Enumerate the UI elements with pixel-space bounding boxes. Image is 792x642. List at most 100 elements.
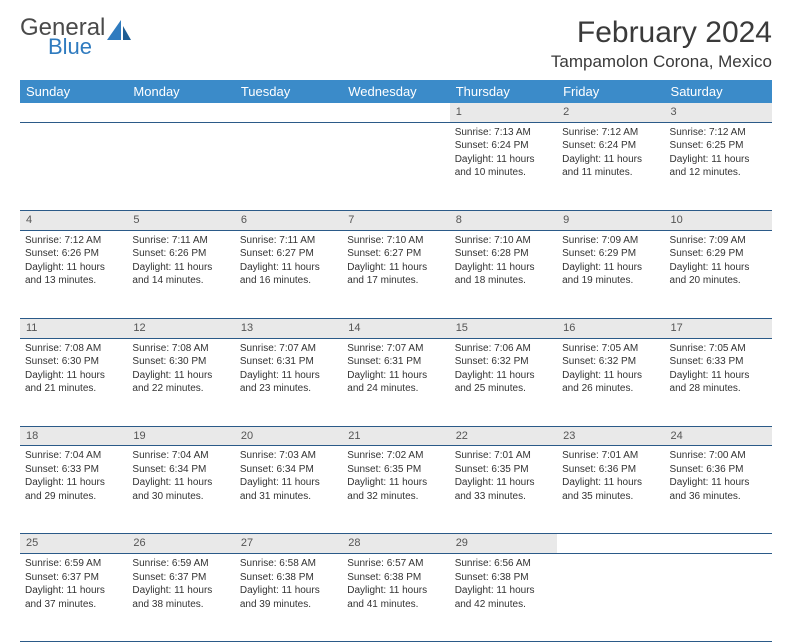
sunset-text: Sunset: 6:32 PM [455,355,552,369]
sunrise-text: Sunrise: 7:04 AM [25,449,122,463]
day-number-cell: 20 [235,426,342,446]
daylight-text: Daylight: 11 hours and 33 minutes. [455,476,552,503]
sunset-text: Sunset: 6:33 PM [25,463,122,477]
daylight-text: Daylight: 11 hours and 29 minutes. [25,476,122,503]
sunset-text: Sunset: 6:33 PM [670,355,767,369]
day-cell: Sunrise: 7:02 AMSunset: 6:35 PMDaylight:… [342,446,449,534]
daylight-text: Daylight: 11 hours and 20 minutes. [670,261,767,288]
day-number-cell [235,103,342,122]
day-cell: Sunrise: 6:57 AMSunset: 6:38 PMDaylight:… [342,554,449,642]
sunset-text: Sunset: 6:27 PM [347,247,444,261]
sunset-text: Sunset: 6:32 PM [562,355,659,369]
day-number-cell [557,534,664,554]
sunrise-text: Sunrise: 7:00 AM [670,449,767,463]
sunrise-text: Sunrise: 7:05 AM [670,342,767,356]
daylight-text: Daylight: 11 hours and 12 minutes. [670,153,767,180]
day-number-cell: 2 [557,103,664,122]
day-number-cell: 29 [450,534,557,554]
sunset-text: Sunset: 6:29 PM [562,247,659,261]
sunset-text: Sunset: 6:35 PM [455,463,552,477]
day-number-cell: 1 [450,103,557,122]
day-cell: Sunrise: 7:01 AMSunset: 6:36 PMDaylight:… [557,446,664,534]
day-number-cell: 18 [20,426,127,446]
daylight-text: Daylight: 11 hours and 31 minutes. [240,476,337,503]
day-header: Tuesday [235,80,342,103]
day-cell: Sunrise: 7:13 AMSunset: 6:24 PMDaylight:… [450,122,557,210]
brand-logo: General Blue [20,16,133,58]
day-cell: Sunrise: 7:00 AMSunset: 6:36 PMDaylight:… [665,446,772,534]
sunset-text: Sunset: 6:29 PM [670,247,767,261]
day-number-cell: 19 [127,426,234,446]
day-number-cell: 7 [342,210,449,230]
sunrise-text: Sunrise: 7:12 AM [562,126,659,140]
day-number-cell: 14 [342,318,449,338]
daylight-text: Daylight: 11 hours and 13 minutes. [25,261,122,288]
daylight-text: Daylight: 11 hours and 36 minutes. [670,476,767,503]
day-cell: Sunrise: 7:08 AMSunset: 6:30 PMDaylight:… [127,338,234,426]
sunrise-text: Sunrise: 7:02 AM [347,449,444,463]
daylight-text: Daylight: 11 hours and 41 minutes. [347,584,444,611]
day-number-cell [342,103,449,122]
daylight-text: Daylight: 11 hours and 26 minutes. [562,369,659,396]
day-cell: Sunrise: 6:59 AMSunset: 6:37 PMDaylight:… [20,554,127,642]
daylight-text: Daylight: 11 hours and 32 minutes. [347,476,444,503]
day-cell: Sunrise: 7:04 AMSunset: 6:33 PMDaylight:… [20,446,127,534]
sunset-text: Sunset: 6:36 PM [670,463,767,477]
daylight-text: Daylight: 11 hours and 25 minutes. [455,369,552,396]
sunset-text: Sunset: 6:30 PM [132,355,229,369]
sunrise-text: Sunrise: 7:12 AM [25,234,122,248]
sunset-text: Sunset: 6:27 PM [240,247,337,261]
sunset-text: Sunset: 6:36 PM [562,463,659,477]
daylight-text: Daylight: 11 hours and 10 minutes. [455,153,552,180]
sunrise-text: Sunrise: 7:08 AM [132,342,229,356]
day-cell: Sunrise: 7:07 AMSunset: 6:31 PMDaylight:… [342,338,449,426]
day-number-cell: 12 [127,318,234,338]
calendar-table: SundayMondayTuesdayWednesdayThursdayFrid… [20,80,772,642]
day-cell: Sunrise: 7:09 AMSunset: 6:29 PMDaylight:… [665,230,772,318]
sunrise-text: Sunrise: 7:13 AM [455,126,552,140]
daylight-text: Daylight: 11 hours and 28 minutes. [670,369,767,396]
calendar-header-row: SundayMondayTuesdayWednesdayThursdayFrid… [20,80,772,103]
day-cell: Sunrise: 7:01 AMSunset: 6:35 PMDaylight:… [450,446,557,534]
sunset-text: Sunset: 6:34 PM [240,463,337,477]
day-number-cell: 15 [450,318,557,338]
day-cell [665,554,772,642]
sunrise-text: Sunrise: 6:57 AM [347,557,444,571]
day-number-cell: 9 [557,210,664,230]
sunrise-text: Sunrise: 7:05 AM [562,342,659,356]
day-number-cell: 16 [557,318,664,338]
sunrise-text: Sunrise: 7:01 AM [455,449,552,463]
day-cell [342,122,449,210]
day-number-cell: 4 [20,210,127,230]
sunset-text: Sunset: 6:26 PM [132,247,229,261]
location-text: Tampamolon Corona, Mexico [551,52,772,72]
day-cell: Sunrise: 7:10 AMSunset: 6:28 PMDaylight:… [450,230,557,318]
day-cell: Sunrise: 7:08 AMSunset: 6:30 PMDaylight:… [20,338,127,426]
sunset-text: Sunset: 6:35 PM [347,463,444,477]
day-cell: Sunrise: 6:59 AMSunset: 6:37 PMDaylight:… [127,554,234,642]
sunrise-text: Sunrise: 7:09 AM [670,234,767,248]
daylight-text: Daylight: 11 hours and 17 minutes. [347,261,444,288]
day-number-cell [127,103,234,122]
day-number-cell [20,103,127,122]
sunrise-text: Sunrise: 6:58 AM [240,557,337,571]
day-number-cell: 13 [235,318,342,338]
daylight-text: Daylight: 11 hours and 24 minutes. [347,369,444,396]
day-cell: Sunrise: 7:05 AMSunset: 6:32 PMDaylight:… [557,338,664,426]
day-cell: Sunrise: 7:07 AMSunset: 6:31 PMDaylight:… [235,338,342,426]
sunrise-text: Sunrise: 7:06 AM [455,342,552,356]
daylight-text: Daylight: 11 hours and 19 minutes. [562,261,659,288]
day-header: Friday [557,80,664,103]
sunset-text: Sunset: 6:31 PM [347,355,444,369]
day-cell: Sunrise: 7:10 AMSunset: 6:27 PMDaylight:… [342,230,449,318]
day-cell: Sunrise: 7:12 AMSunset: 6:26 PMDaylight:… [20,230,127,318]
day-number-cell: 21 [342,426,449,446]
daylight-text: Daylight: 11 hours and 21 minutes. [25,369,122,396]
daylight-text: Daylight: 11 hours and 37 minutes. [25,584,122,611]
day-cell: Sunrise: 7:03 AMSunset: 6:34 PMDaylight:… [235,446,342,534]
day-number-cell: 11 [20,318,127,338]
sunrise-text: Sunrise: 7:09 AM [562,234,659,248]
sunset-text: Sunset: 6:38 PM [455,571,552,585]
sunset-text: Sunset: 6:37 PM [25,571,122,585]
sunset-text: Sunset: 6:26 PM [25,247,122,261]
